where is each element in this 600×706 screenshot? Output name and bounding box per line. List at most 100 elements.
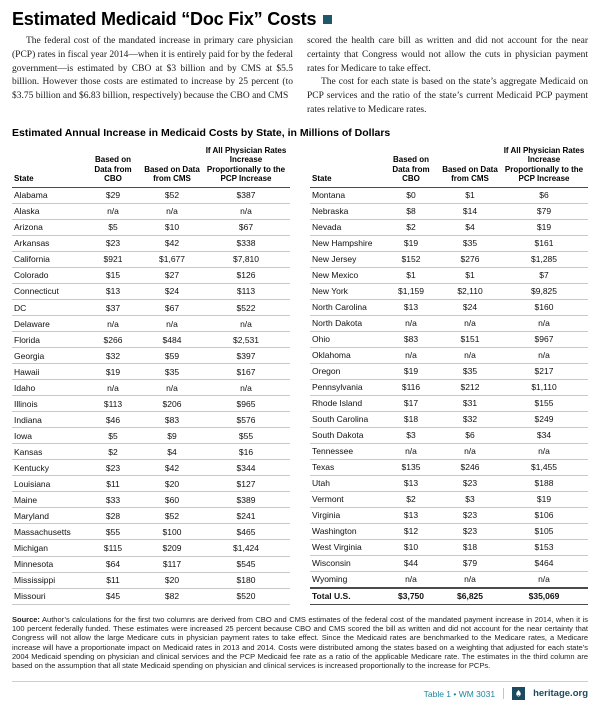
state-cell: Iowa xyxy=(12,427,84,445)
state-cell: South Carolina xyxy=(310,411,382,428)
value-cell: $59 xyxy=(142,347,202,365)
state-cell: Idaho xyxy=(12,379,84,397)
value-cell: $19 xyxy=(382,363,440,380)
value-cell: n/a xyxy=(84,203,142,220)
table-row: West Virginia $10 $18 $153 xyxy=(310,539,588,556)
table-row: Texas $135 $246 $1,455 xyxy=(310,459,588,476)
table-row: Georgia $32 $59 $397 xyxy=(12,347,290,365)
value-cell: $13 xyxy=(84,283,142,301)
value-cell: $83 xyxy=(142,411,202,429)
table-row: North Carolina $13 $24 $160 xyxy=(310,299,588,316)
value-cell: n/a xyxy=(84,379,142,397)
value-cell: $465 xyxy=(202,523,290,541)
value-cell: $1 xyxy=(440,267,500,284)
value-cell: $79 xyxy=(500,203,588,220)
value-cell: $14 xyxy=(440,203,500,220)
value-cell: $338 xyxy=(202,235,290,252)
value-cell: n/a xyxy=(202,379,290,397)
state-cell: Illinois xyxy=(12,395,84,413)
value-cell: $0 xyxy=(382,187,440,204)
value-cell: $52 xyxy=(142,187,202,204)
total-value-cell: $3,750 xyxy=(382,586,440,605)
value-cell: $42 xyxy=(142,459,202,477)
value-cell: n/a xyxy=(440,571,500,589)
value-cell: $206 xyxy=(142,395,202,413)
value-cell: $266 xyxy=(84,331,142,349)
state-cell: Indiana xyxy=(12,411,84,429)
value-cell: n/a xyxy=(202,203,290,220)
table-row: Massachusetts $55 $100 $465 xyxy=(12,523,290,541)
value-cell: $249 xyxy=(500,411,588,428)
value-cell: $126 xyxy=(202,267,290,284)
source-label: Source: xyxy=(12,614,40,624)
title-square-icon xyxy=(323,14,333,24)
state-cell: Mississippi xyxy=(12,572,84,589)
table-row: Illinois $113 $206 $965 xyxy=(12,395,290,413)
value-cell: $45 xyxy=(84,588,142,605)
state-table-left: State Based on Data from CBO Based on Da… xyxy=(12,145,290,605)
state-cell: Kansas xyxy=(12,443,84,461)
state-cell: Alabama xyxy=(12,187,84,204)
value-cell: n/a xyxy=(440,347,500,364)
value-cell: $241 xyxy=(202,507,290,525)
state-cell: Virginia xyxy=(310,507,382,524)
table-row: Florida $266 $484 $2,531 xyxy=(12,331,290,349)
col-header-cbo: Based on Data from CBO xyxy=(84,145,142,188)
state-cell: North Carolina xyxy=(310,299,382,316)
value-cell: $10 xyxy=(382,539,440,556)
value-cell: $6 xyxy=(500,187,588,204)
intro-paragraph: The federal cost of the mandated increas… xyxy=(12,36,293,102)
value-cell: $520 xyxy=(202,588,290,605)
state-cell: Arizona xyxy=(12,219,84,236)
value-cell: $23 xyxy=(440,507,500,524)
value-cell: $35 xyxy=(142,363,202,381)
value-cell: $44 xyxy=(382,555,440,572)
value-cell: $2 xyxy=(84,443,142,461)
table-header-row: State Based on Data from CBO Based on Da… xyxy=(12,145,290,188)
col-header-cms: Based on Data from CMS xyxy=(440,145,500,188)
table-row: Minnesota $64 $117 $545 xyxy=(12,556,290,573)
table-row: Iowa $5 $9 $55 xyxy=(12,427,290,445)
value-cell: $13 xyxy=(382,475,440,492)
col-header-state: State xyxy=(310,145,382,188)
value-cell: $2 xyxy=(382,491,440,508)
table-row: Nevada $2 $4 $19 xyxy=(310,219,588,236)
table-row: Wyoming n/a n/a n/a xyxy=(310,571,588,589)
value-cell: n/a xyxy=(500,315,588,332)
value-cell: $19 xyxy=(500,219,588,236)
value-cell: $9 xyxy=(142,427,202,445)
value-cell: $5 xyxy=(84,427,142,445)
table-row: North Dakota n/a n/a n/a xyxy=(310,315,588,332)
table-row: Arkansas $23 $42 $338 xyxy=(12,235,290,252)
value-cell: $23 xyxy=(440,475,500,492)
table-row: South Dakota $3 $6 $34 xyxy=(310,427,588,444)
table-row: Louisiana $11 $20 $127 xyxy=(12,475,290,493)
state-cell: Louisiana xyxy=(12,475,84,493)
total-value-cell: $6,825 xyxy=(440,586,500,605)
value-cell: $4 xyxy=(440,219,500,236)
page-title: Estimated Medicaid “Doc Fix” Costs xyxy=(12,9,317,29)
source-text: Author’s calculations for the first two … xyxy=(12,614,588,671)
table-row: Maryland $28 $52 $241 xyxy=(12,507,290,525)
value-cell: n/a xyxy=(142,379,202,397)
table-row: Kansas $2 $4 $16 xyxy=(12,443,290,461)
value-cell: $2,531 xyxy=(202,331,290,349)
value-cell: $6 xyxy=(440,427,500,444)
value-cell: $160 xyxy=(500,299,588,316)
heritage-logo-icon xyxy=(512,687,526,700)
table-row: Maine $33 $60 $389 xyxy=(12,491,290,509)
value-cell: $55 xyxy=(202,427,290,445)
state-cell: New York xyxy=(310,283,382,300)
value-cell: $5 xyxy=(84,219,142,236)
value-cell: $135 xyxy=(382,459,440,476)
state-cell: Oregon xyxy=(310,363,382,380)
state-cell: South Dakota xyxy=(310,427,382,444)
value-cell: $217 xyxy=(500,363,588,380)
value-cell: $115 xyxy=(84,539,142,557)
value-cell: $46 xyxy=(84,411,142,429)
state-cell: Florida xyxy=(12,331,84,349)
value-cell: $83 xyxy=(382,331,440,348)
value-cell: $35 xyxy=(440,235,500,252)
value-cell: $8 xyxy=(382,203,440,220)
heritage-site-link[interactable]: heritage.org xyxy=(533,688,588,699)
